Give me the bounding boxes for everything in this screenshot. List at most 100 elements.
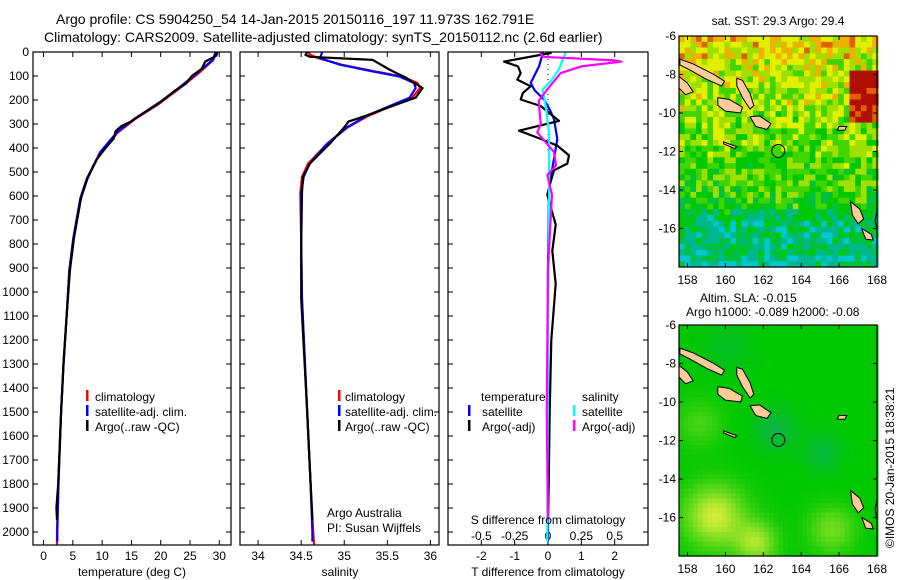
sla-cell bbox=[764, 377, 770, 384]
sst-cell bbox=[781, 116, 788, 124]
sst-cell bbox=[775, 41, 782, 49]
sst-cell bbox=[752, 99, 760, 106]
sla-cell bbox=[840, 440, 846, 446]
sst-cell bbox=[730, 36, 737, 43]
sst-cell bbox=[872, 105, 879, 112]
sla-cell bbox=[821, 325, 827, 331]
sla-cell bbox=[688, 406, 694, 413]
sst-cell bbox=[747, 243, 754, 251]
sla-cell bbox=[854, 358, 860, 365]
sst-cell bbox=[855, 111, 862, 118]
sst-cell bbox=[679, 128, 686, 135]
sla-cell bbox=[688, 402, 694, 408]
sla-cell bbox=[811, 426, 817, 432]
sst-cell bbox=[775, 76, 782, 83]
sla-cell bbox=[707, 517, 713, 523]
sst-cell bbox=[872, 82, 879, 89]
island bbox=[723, 141, 738, 150]
sst-cell bbox=[735, 191, 743, 199]
sla-cell bbox=[716, 416, 723, 422]
sla-cell bbox=[726, 512, 732, 519]
sla-cell bbox=[773, 445, 779, 451]
sst-cell bbox=[798, 47, 805, 54]
sla-cell bbox=[787, 363, 794, 369]
sla-cell bbox=[688, 546, 694, 552]
sst-cell bbox=[752, 232, 760, 239]
sst-cell bbox=[696, 59, 703, 66]
sst-cell bbox=[826, 151, 834, 158]
sla-cell bbox=[802, 349, 808, 355]
sla-cell bbox=[854, 344, 860, 350]
sla-cell bbox=[759, 498, 765, 504]
sla-cell bbox=[787, 493, 794, 499]
sst-cell bbox=[815, 151, 822, 158]
sla-cell bbox=[811, 402, 817, 408]
sst-cell bbox=[792, 157, 799, 164]
sst-cell bbox=[843, 226, 851, 233]
sst-cell bbox=[787, 41, 794, 49]
sla-cell bbox=[764, 493, 770, 499]
sla-cell bbox=[745, 334, 751, 340]
sla-cell bbox=[863, 325, 869, 331]
sla-cell bbox=[726, 522, 732, 528]
sla-cell bbox=[707, 325, 713, 331]
sla-cell bbox=[726, 450, 732, 456]
sla-cell bbox=[773, 493, 779, 499]
sla-cell bbox=[712, 334, 718, 340]
sst-cell bbox=[860, 41, 868, 49]
sst-cell bbox=[713, 82, 720, 89]
sla-cell bbox=[787, 459, 794, 466]
sla-cell bbox=[769, 483, 775, 490]
sla-cell bbox=[849, 421, 855, 427]
sst-cell bbox=[713, 255, 720, 262]
sla-cell bbox=[721, 531, 727, 538]
sst-cell bbox=[724, 220, 731, 228]
sla-cell bbox=[702, 430, 708, 437]
sla-cell bbox=[830, 517, 836, 523]
sla-cell bbox=[830, 531, 836, 538]
sla-cell bbox=[773, 397, 779, 403]
sla-cell bbox=[797, 382, 803, 389]
sla-cell bbox=[821, 392, 827, 398]
sla-cell bbox=[759, 517, 765, 523]
sst-cell bbox=[713, 140, 720, 147]
sla-cell bbox=[712, 358, 718, 365]
sla-cell bbox=[726, 435, 732, 442]
sla-cell bbox=[844, 440, 851, 446]
sla-cell bbox=[773, 483, 779, 490]
sst-cell bbox=[787, 70, 794, 77]
sla-cell bbox=[693, 474, 699, 480]
sla-cell bbox=[783, 517, 789, 523]
sla-cell bbox=[745, 368, 751, 374]
sst-cell bbox=[849, 226, 856, 233]
sla-cell bbox=[844, 474, 851, 480]
sla-cell bbox=[783, 329, 789, 336]
sla-cell bbox=[806, 349, 813, 355]
sst-cell bbox=[798, 220, 805, 228]
sst-cell bbox=[764, 134, 771, 141]
sla-cell bbox=[769, 512, 775, 519]
sla-cell bbox=[721, 440, 727, 446]
island bbox=[749, 115, 772, 130]
sla-cell bbox=[721, 377, 727, 384]
sst-cell bbox=[684, 76, 691, 83]
sla-cell bbox=[783, 440, 789, 446]
sla-cell bbox=[821, 411, 827, 417]
sst-cell bbox=[832, 215, 839, 222]
sst-cell bbox=[855, 76, 862, 83]
sst-cell bbox=[707, 255, 714, 262]
sst-cell bbox=[735, 64, 743, 72]
sla-cell bbox=[868, 392, 874, 398]
sla-cell bbox=[731, 512, 737, 519]
sla-cell bbox=[787, 469, 794, 475]
sla-cell bbox=[726, 325, 732, 331]
org-credit: Argo Australia bbox=[327, 506, 402, 520]
sla-cell bbox=[764, 551, 770, 557]
sla-cell bbox=[873, 402, 879, 408]
sla-cell bbox=[740, 551, 746, 557]
sla-cell bbox=[840, 479, 846, 485]
sst-cell bbox=[724, 191, 731, 199]
sla-cell bbox=[702, 546, 708, 552]
sla-cell bbox=[797, 406, 803, 413]
sla-cell bbox=[859, 459, 865, 466]
